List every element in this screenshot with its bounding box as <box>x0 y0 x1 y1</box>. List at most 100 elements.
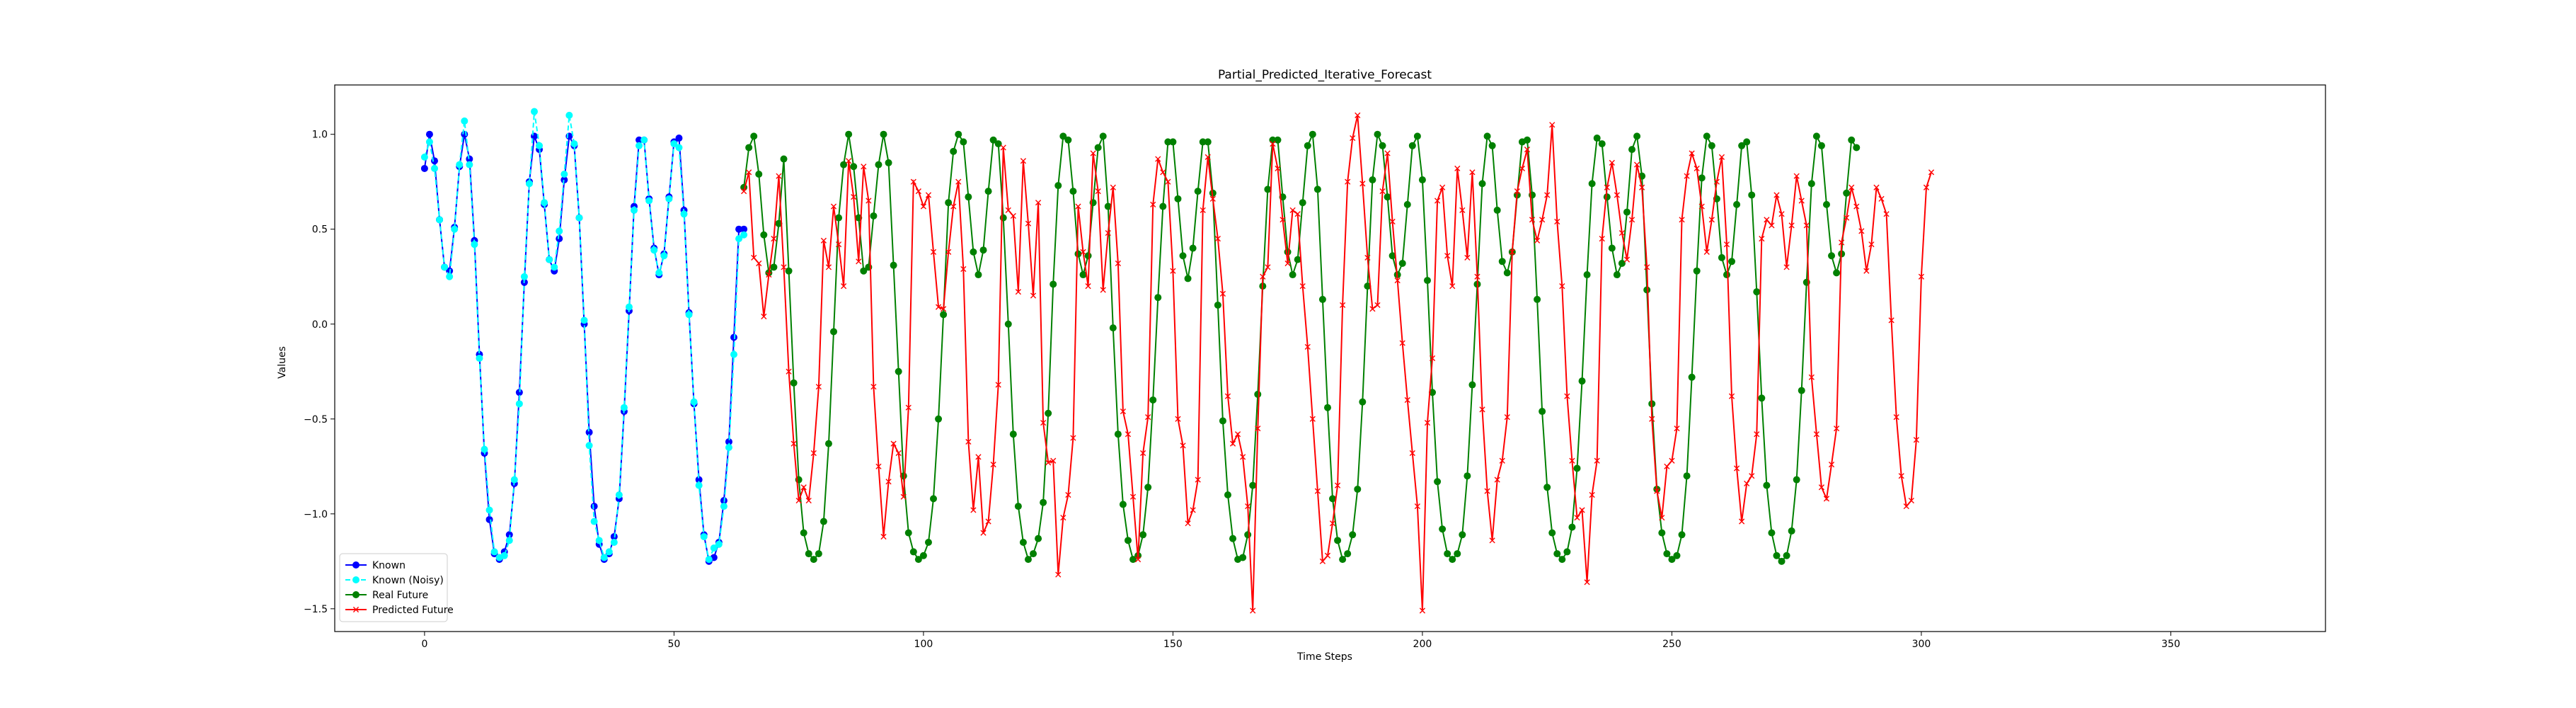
x-tick-label: 150 <box>1163 639 1183 650</box>
x-marker-stroke <box>1633 161 1640 168</box>
x-marker-stroke <box>1669 457 1675 464</box>
data-point-known-noisy <box>580 316 588 324</box>
data-point-predicted-future <box>1340 302 1346 309</box>
x-marker-stroke <box>1873 184 1880 190</box>
x-marker-stroke <box>786 368 792 375</box>
data-point-real-future <box>1139 531 1147 539</box>
data-point-known-noisy <box>605 548 613 556</box>
data-point-predicted-future <box>900 493 907 500</box>
data-point-real-future <box>1189 244 1197 252</box>
x-marker-stroke <box>1055 571 1062 578</box>
data-point-predicted-future <box>856 258 862 265</box>
x-marker-stroke <box>1923 184 1930 190</box>
data-point-real-future <box>1817 142 1825 149</box>
data-point-known-noisy <box>720 503 728 510</box>
data-point-real-future <box>755 170 763 178</box>
data-point-predicted-future <box>1240 454 1246 460</box>
x-marker-stroke <box>1499 457 1505 464</box>
data-point-predicted-future <box>1818 484 1825 491</box>
data-point-predicted-future <box>1115 260 1121 267</box>
data-point-predicted-future <box>1529 217 1536 223</box>
data-point-known-noisy <box>536 142 544 149</box>
x-marker-stroke <box>1574 515 1580 521</box>
data-point-predicted-future <box>1544 192 1551 198</box>
data-point-predicted-future <box>995 382 1001 388</box>
data-point-predicted-future <box>935 304 942 310</box>
data-point-predicted-future <box>930 249 937 255</box>
data-point-predicted-future <box>1873 184 1880 190</box>
x-marker-stroke <box>1175 416 1181 422</box>
x-marker-stroke <box>1134 556 1142 563</box>
data-point-predicted-future <box>1604 184 1610 190</box>
data-point-real-future <box>1074 250 1082 258</box>
data-point-predicted-future <box>1180 442 1186 449</box>
x-marker-stroke <box>766 271 772 278</box>
data-point-real-future <box>960 138 967 146</box>
x-marker-stroke <box>1070 435 1076 441</box>
data-point-predicted-future <box>1833 426 1840 432</box>
data-point-predicted-future <box>1324 552 1331 559</box>
data-point-known-noisy <box>481 445 488 453</box>
data-point-predicted-future <box>1155 156 1161 162</box>
data-point-real-future <box>750 132 758 140</box>
data-point-known <box>730 333 738 341</box>
data-point-predicted-future <box>1514 188 1520 195</box>
x-marker-stroke <box>1723 241 1730 248</box>
data-point-real-future <box>1454 550 1461 558</box>
data-point-known <box>590 503 598 510</box>
y-axis-label: Values <box>277 346 288 379</box>
data-point-real-future <box>909 548 917 556</box>
x-marker-stroke <box>1839 239 1845 246</box>
data-point-predicted-future <box>861 164 867 170</box>
x-marker-stroke <box>781 264 787 270</box>
data-point-predicted-future <box>875 463 882 469</box>
data-point-predicted-future <box>835 241 842 248</box>
data-point-real-future <box>1239 554 1247 561</box>
x-marker-stroke <box>1554 218 1560 225</box>
x-marker-stroke <box>1434 198 1441 204</box>
x-marker-stroke <box>795 497 802 504</box>
data-point-real-future <box>1543 484 1551 491</box>
data-point-predicted-future <box>1129 493 1137 500</box>
data-point-real-future <box>1708 142 1715 149</box>
x-marker-stroke <box>870 384 877 390</box>
x-marker-stroke <box>1559 283 1565 290</box>
data-point-real-future <box>1024 556 1032 564</box>
x-marker-stroke <box>846 158 852 164</box>
data-point-predicted-future <box>1255 426 1261 432</box>
data-point-predicted-future <box>1429 355 1436 362</box>
data-point-real-future <box>745 144 753 152</box>
data-point-predicted-future <box>1065 491 1071 498</box>
data-point-predicted-future <box>1494 476 1500 483</box>
data-point-real-future <box>880 130 887 138</box>
x-marker-stroke <box>1459 207 1466 214</box>
x-marker-stroke <box>790 440 797 447</box>
x-tick-label: 100 <box>914 639 933 650</box>
x-marker-stroke <box>1060 515 1066 521</box>
data-point-known-noisy <box>520 273 528 280</box>
data-point-predicted-future <box>1803 222 1810 229</box>
x-marker-stroke <box>1584 579 1590 586</box>
data-point-real-future <box>1633 132 1641 140</box>
data-point-real-future <box>1658 529 1666 537</box>
data-point-known-noisy <box>645 197 653 205</box>
data-point-predicted-future <box>1309 416 1316 422</box>
x-marker-stroke <box>1728 393 1735 399</box>
x-marker-stroke <box>1689 150 1695 156</box>
x-marker-stroke <box>1095 188 1101 195</box>
x-marker-stroke <box>1419 607 1426 614</box>
data-point-known-noisy <box>710 544 718 552</box>
x-marker-stroke <box>1549 122 1556 128</box>
x-marker-stroke <box>950 203 957 210</box>
data-point-real-future <box>1807 180 1815 188</box>
x-tick-label: 300 <box>1912 639 1931 650</box>
data-point-predicted-future <box>1524 147 1531 153</box>
x-marker-stroke <box>930 249 937 255</box>
data-point-real-future <box>1668 556 1676 564</box>
x-marker-stroke <box>1414 503 1420 510</box>
x-marker-stroke <box>1115 260 1121 267</box>
data-point-real-future <box>1313 185 1321 193</box>
x-marker-stroke <box>1240 454 1246 460</box>
data-point-predicted-future <box>1260 273 1266 280</box>
